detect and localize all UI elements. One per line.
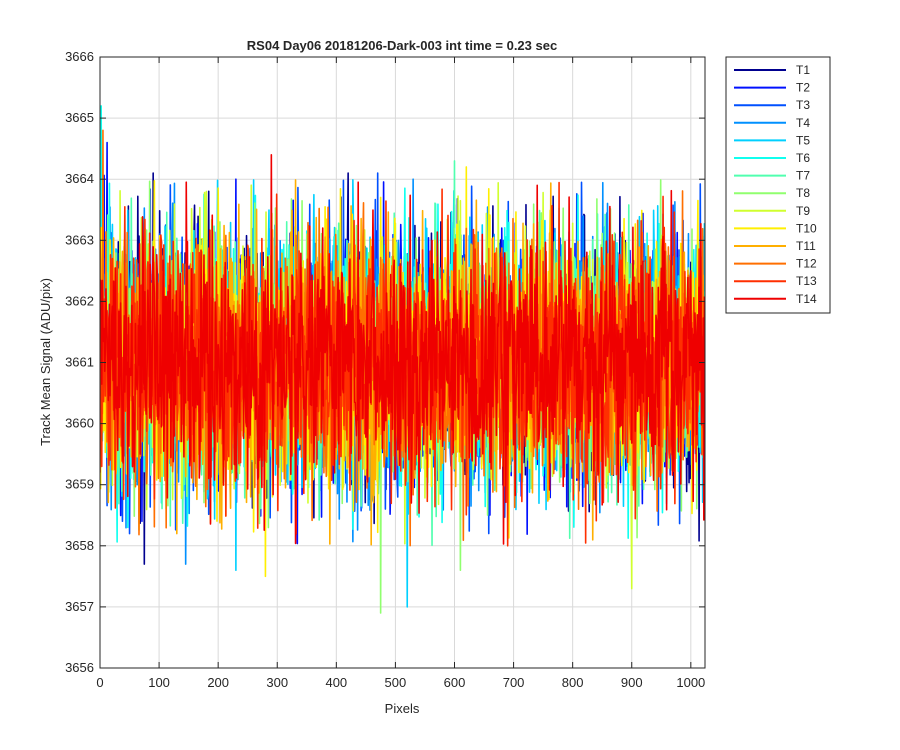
legend-box bbox=[725, 56, 831, 314]
legend-label-t11: T11 bbox=[796, 239, 816, 253]
x-tick-label: 300 bbox=[266, 675, 288, 690]
legend-label-t9: T9 bbox=[796, 204, 810, 218]
legend-label-t10: T10 bbox=[796, 221, 817, 235]
x-tick-label: 900 bbox=[621, 675, 643, 690]
y-tick-label: 3659 bbox=[65, 477, 94, 492]
chart-title: RS04 Day06 20181206-Dark-003 int time = … bbox=[247, 38, 557, 53]
y-tick-label: 3661 bbox=[65, 355, 94, 370]
legend-label-t5: T5 bbox=[796, 133, 810, 147]
legend: T1 T2 T3 T4 T5 T6 T7 T8 T9 T10 T11 T12 T13 T14 bbox=[725, 56, 831, 314]
legend-label-t1: T1 bbox=[796, 63, 810, 77]
x-tick-label: 800 bbox=[562, 675, 584, 690]
series-layer bbox=[100, 105, 705, 614]
legend-label-t13: T13 bbox=[796, 274, 817, 288]
y-tick-label: 3666 bbox=[65, 49, 94, 64]
legend-label-t6: T6 bbox=[796, 151, 810, 165]
y-tick-label: 3657 bbox=[65, 599, 94, 614]
y-tick-label: 3662 bbox=[65, 293, 94, 308]
y-tick-label: 3663 bbox=[65, 232, 94, 247]
legend-label-t14: T14 bbox=[796, 292, 817, 306]
x-axis-label: Pixels bbox=[385, 701, 420, 716]
x-tick-label: 600 bbox=[444, 675, 466, 690]
y-ticks: 3656 3657 3658 3659 3660 3661 3662 3663 3664 3665… bbox=[65, 49, 705, 675]
x-ticks: 0 100 200 300 400 500 600 700 800 900 1000 bbox=[96, 57, 705, 690]
legend-label-t7: T7 bbox=[796, 169, 810, 183]
x-tick-label: 1000 bbox=[676, 675, 705, 690]
legend-label-t12: T12 bbox=[796, 257, 817, 271]
x-tick-label: 400 bbox=[325, 675, 347, 690]
y-tick-label: 3664 bbox=[65, 171, 94, 186]
x-tick-label: 700 bbox=[503, 675, 525, 690]
y-tick-label: 3658 bbox=[65, 538, 94, 553]
y-tick-label: 3656 bbox=[65, 660, 94, 675]
series-line-t14 bbox=[100, 153, 705, 545]
x-tick-label: 0 bbox=[96, 675, 103, 690]
x-tick-label: 500 bbox=[385, 675, 407, 690]
legend-label-t3: T3 bbox=[796, 98, 810, 112]
y-tick-label: 3665 bbox=[65, 110, 94, 125]
y-tick-label: 3660 bbox=[65, 416, 94, 431]
legend-label-t8: T8 bbox=[796, 186, 810, 200]
x-tick-label: 200 bbox=[207, 675, 229, 690]
legend-label-t4: T4 bbox=[796, 116, 810, 130]
y-axis-label: Track Mean Signal (ADU/pix) bbox=[38, 278, 53, 446]
x-tick-label: 100 bbox=[148, 675, 170, 690]
legend-label-t2: T2 bbox=[796, 81, 810, 95]
